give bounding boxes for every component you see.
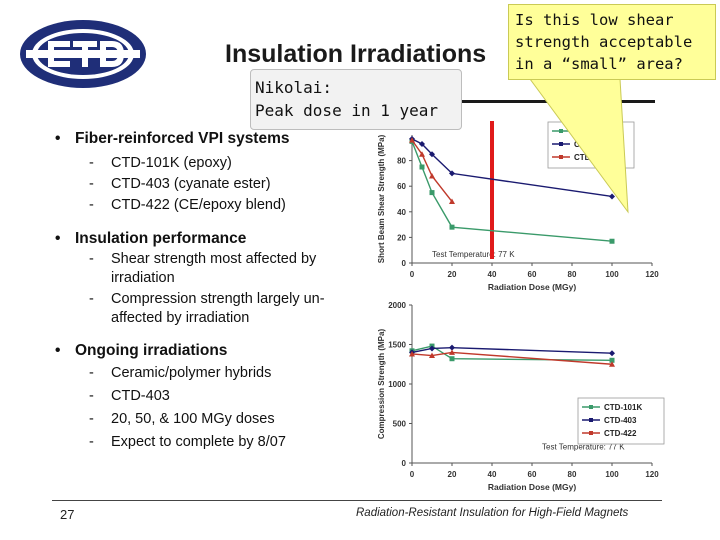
data-point: [449, 344, 455, 351]
temperature-annotation: Test Temperature: 77 K: [542, 443, 625, 452]
legend-marker: [559, 142, 563, 146]
footer-text: Radiation-Resistant Insulation for High-…: [356, 507, 629, 519]
x-tick-label: 60: [528, 270, 537, 279]
x-tick-label: 40: [488, 270, 497, 279]
legend-label: CTD-101K: [604, 403, 642, 412]
sublist-performance: Shear strength most affected by irradiat…: [55, 250, 355, 328]
data-point: [429, 172, 435, 179]
bullet-performance: Insulation performance: [55, 230, 355, 248]
x-tick-label: 20: [448, 470, 457, 479]
x-tick-label: 40: [488, 470, 497, 479]
series-line-ctd-101k: [411, 345, 613, 361]
bullet-fiber: Fiber-reinforced VPI systems: [55, 130, 355, 148]
x-tick-label: 100: [605, 270, 619, 279]
bullet-list: Fiber-reinforced VPI systems CTD-101K (e…: [55, 130, 355, 454]
x-tick-label: 0: [410, 270, 415, 279]
legend-marker: [589, 405, 593, 409]
data-point: [449, 356, 455, 362]
y-tick-label: 20: [397, 233, 406, 242]
x-tick-label: 100: [605, 470, 619, 479]
sub-item: Expect to complete by 8/07: [55, 431, 355, 454]
y-tick-label: 80: [397, 157, 406, 166]
data-point: [609, 193, 615, 200]
legend-marker: [559, 155, 563, 159]
y-axis-label: Compression Strength (MPa): [377, 329, 386, 440]
sublist-ongoing: Ceramic/polymer hybrids CTD-403 20, 50, …: [55, 362, 355, 454]
sub-item: Ceramic/polymer hybrids: [55, 362, 355, 385]
footer-rule: [52, 500, 662, 501]
sublist-fiber: CTD-101K (epoxy) CTD-403 (cyanate ester)…: [55, 153, 355, 216]
x-axis-label: Radiation Dose (MGy): [488, 482, 576, 492]
data-point: [419, 164, 425, 170]
data-point: [449, 349, 455, 355]
y-tick-label: 0: [402, 459, 407, 468]
y-tick-label: 2000: [388, 301, 406, 310]
bullet-ongoing: Ongoing irradiations: [55, 342, 355, 360]
y-tick-label: 0: [402, 259, 407, 268]
data-point: [429, 352, 435, 359]
y-tick-label: 500: [393, 420, 407, 429]
question-line-1: Is this low shear: [515, 11, 674, 29]
data-point: [429, 151, 435, 158]
peak-dose-marker: [490, 121, 494, 259]
y-tick-label: 60: [397, 182, 406, 191]
question-callout: Is this low shear strength acceptable in…: [508, 4, 716, 80]
y-axis-label: Short Beam Shear Strength (MPa): [377, 134, 386, 263]
sub-item: 20, 50, & 100 MGy doses: [55, 408, 355, 431]
question-line-2: strength acceptable: [515, 33, 693, 51]
y-tick-label: 1000: [388, 380, 406, 389]
series-line-ctd-422: [411, 351, 613, 365]
y-tick-label: 40: [397, 208, 406, 217]
data-point: [429, 190, 435, 196]
series-line-ctd-403: [411, 346, 613, 354]
legend-label: CTD-403: [604, 416, 637, 425]
sub-item: Compression strength largely un-affected…: [55, 290, 355, 328]
data-point: [409, 137, 415, 143]
data-point: [449, 170, 455, 177]
data-point: [609, 238, 615, 244]
page-number: 27: [60, 507, 75, 522]
data-point: [449, 198, 455, 205]
x-tick-label: 0: [410, 470, 415, 479]
nikolai-line-1: Nikolai:: [255, 78, 333, 97]
x-tick-label: 120: [645, 270, 659, 279]
x-tick-label: 20: [448, 270, 457, 279]
data-point: [609, 357, 615, 363]
nikolai-line-2: Peak dose in 1 year: [255, 101, 439, 120]
x-tick-label: 60: [528, 470, 537, 479]
legend-marker: [559, 129, 563, 133]
sub-item: Shear strength most affected by irradiat…: [55, 250, 355, 288]
x-axis-label: Radiation Dose (MGy): [488, 282, 576, 292]
question-line-3: in a “small” area?: [515, 55, 683, 73]
y-tick-label: 1500: [388, 341, 406, 350]
legend-marker: [589, 431, 593, 435]
series-line-ctd-422: [411, 139, 453, 202]
sub-item: CTD-422 (CE/epoxy blend): [55, 195, 355, 216]
data-point: [409, 350, 415, 357]
data-point: [429, 345, 435, 352]
temperature-annotation: Test Temperature: 77 K: [432, 250, 515, 259]
data-point: [419, 140, 425, 147]
x-tick-label: 120: [645, 470, 659, 479]
x-tick-label: 80: [568, 470, 577, 479]
x-tick-label: 80: [568, 270, 577, 279]
legend-marker: [589, 418, 593, 422]
nikolai-callout: Nikolai: Peak dose in 1 year: [250, 69, 462, 130]
data-point: [609, 361, 615, 367]
compression-strength-chart: 0 20 40 60 80 100 120 0 500 1000 1500 2000 Radiation…: [377, 301, 665, 492]
data-point: [419, 151, 425, 157]
legend-label: CTD-422: [604, 429, 637, 438]
sub-item: CTD-403: [55, 385, 355, 408]
slide-title: Insulation Irradiations: [225, 40, 487, 68]
sub-item: CTD-101K (epoxy): [55, 153, 355, 174]
data-point: [449, 224, 455, 230]
ctd-logo: [20, 20, 146, 88]
data-point: [609, 350, 615, 357]
sub-item: CTD-403 (cyanate ester): [55, 174, 355, 195]
